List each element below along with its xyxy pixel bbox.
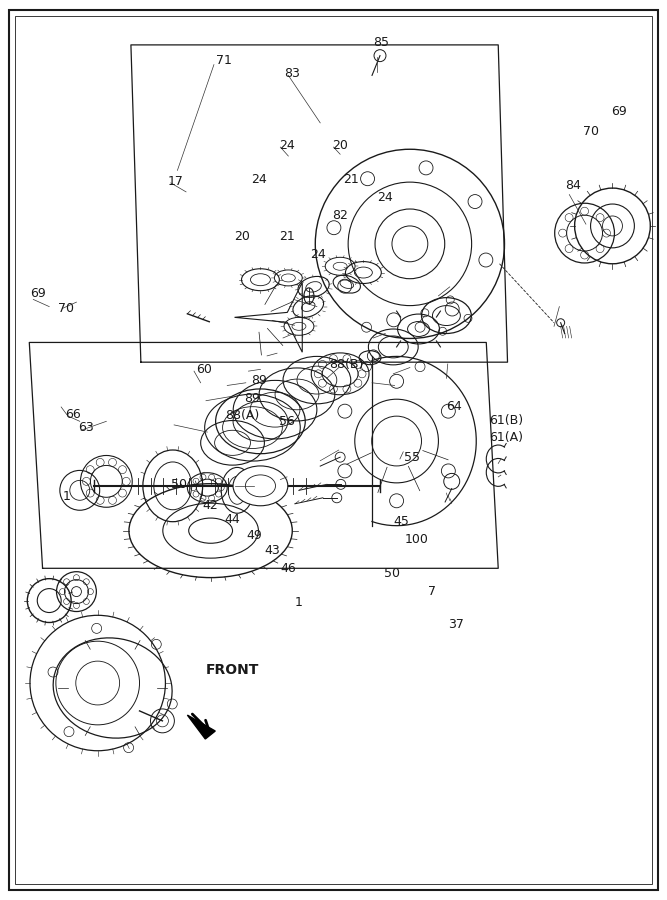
Ellipse shape [233,466,288,506]
Text: 66: 66 [65,408,81,420]
Polygon shape [235,283,302,352]
Text: 64: 64 [446,400,462,413]
Text: 44: 44 [225,513,240,526]
Text: 43: 43 [265,544,280,557]
Text: 7: 7 [428,585,436,598]
Text: 84: 84 [565,179,580,192]
Text: 85: 85 [374,36,390,49]
Text: 50: 50 [171,478,187,491]
Text: 1: 1 [63,491,71,503]
Text: 88(A): 88(A) [225,410,259,422]
Text: 20: 20 [332,139,348,152]
Text: 56: 56 [279,415,295,428]
Text: 82: 82 [332,209,348,221]
Text: 55: 55 [404,451,420,464]
Text: 100: 100 [405,533,428,546]
Text: 83: 83 [284,68,300,80]
Text: 71: 71 [216,54,232,67]
Text: 70: 70 [583,125,599,139]
Text: 17: 17 [167,175,183,187]
Text: 21: 21 [344,173,360,185]
Ellipse shape [245,475,275,497]
Text: 21: 21 [279,230,295,243]
Text: 24: 24 [378,191,393,203]
Text: 61(B): 61(B) [489,414,523,427]
Text: 24: 24 [251,173,267,185]
Text: 89: 89 [245,392,260,404]
Text: FRONT: FRONT [206,662,259,677]
Text: 20: 20 [235,230,250,243]
Text: 24: 24 [310,248,326,261]
Text: 1: 1 [295,596,303,609]
Text: 88(B): 88(B) [329,358,364,372]
Text: 69: 69 [30,287,46,300]
Text: 49: 49 [246,528,261,542]
Text: 50: 50 [384,567,400,580]
Text: 69: 69 [611,104,627,118]
Text: 60: 60 [196,363,212,376]
Text: 63: 63 [79,421,94,434]
Text: 61(A): 61(A) [489,431,523,444]
Text: 24: 24 [279,139,295,152]
Text: 42: 42 [203,500,219,512]
Text: 70: 70 [59,302,75,315]
Text: 45: 45 [394,515,409,528]
Text: 37: 37 [448,618,464,631]
Polygon shape [187,716,215,739]
Text: 89: 89 [251,374,267,387]
Text: 46: 46 [280,562,296,575]
